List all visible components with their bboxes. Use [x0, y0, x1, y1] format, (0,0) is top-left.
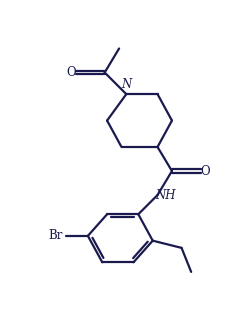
- Text: O: O: [201, 164, 210, 177]
- Text: NH: NH: [156, 189, 176, 202]
- Text: Br: Br: [48, 229, 63, 242]
- Text: O: O: [67, 66, 76, 79]
- Text: N: N: [121, 78, 131, 91]
